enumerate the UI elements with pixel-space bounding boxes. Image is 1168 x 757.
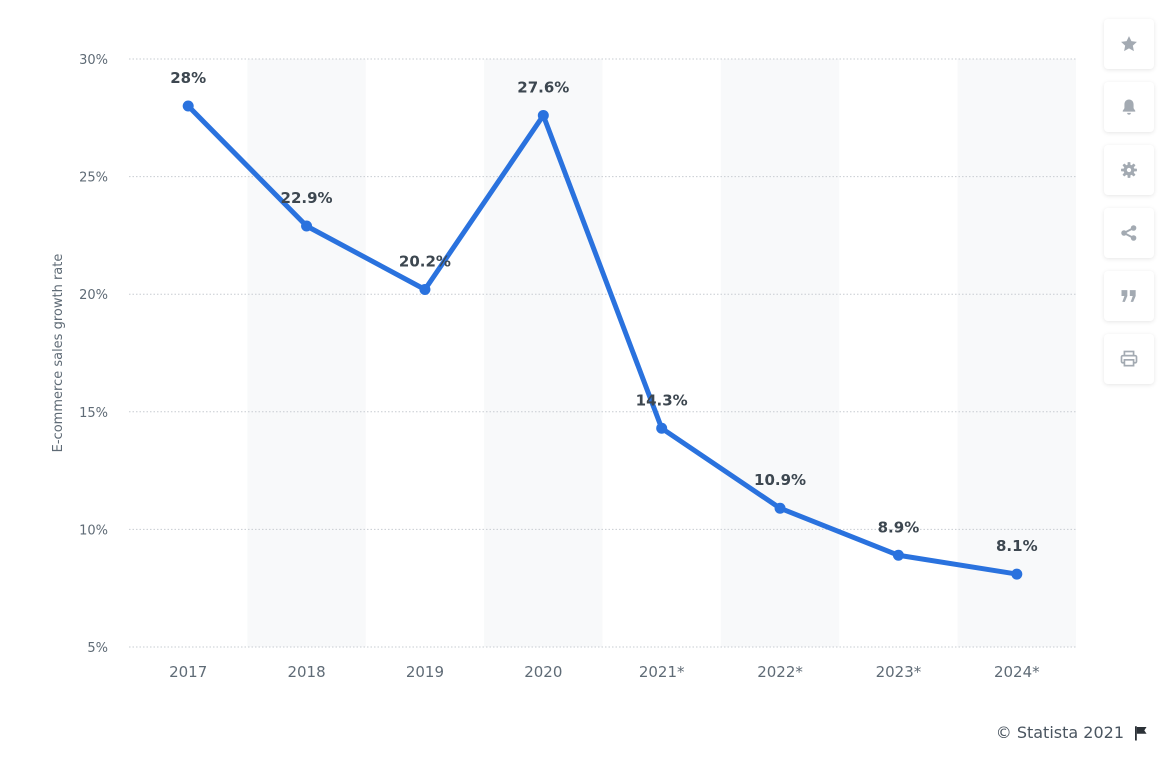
data-point[interactable] <box>1011 568 1023 580</box>
data-label: 8.1% <box>996 537 1038 555</box>
data-point[interactable] <box>892 549 904 561</box>
y-tick-label: 5% <box>87 641 108 656</box>
category-band <box>957 59 1076 647</box>
cite-button[interactable] <box>1104 271 1154 321</box>
data-label: 8.9% <box>878 518 920 536</box>
data-label: 14.3% <box>636 391 688 409</box>
category-band <box>484 59 603 647</box>
gridlines <box>129 58 1076 648</box>
footer: © Statista 2021 <box>996 723 1150 742</box>
bell-icon <box>1122 99 1136 115</box>
star-icon <box>1121 36 1137 52</box>
copyright-link[interactable]: © Statista 2021 <box>995 723 1124 742</box>
share-button[interactable] <box>1104 208 1154 258</box>
x-tick-label: 2021* <box>639 663 685 681</box>
gear-icon <box>1121 162 1137 178</box>
y-tick-label: 15% <box>79 406 108 421</box>
data-label: 20.2% <box>399 252 451 270</box>
side-toolbar <box>1104 19 1156 397</box>
data-point[interactable] <box>301 220 313 232</box>
x-tick-label: 2023* <box>876 663 922 681</box>
y-tick-label: 20% <box>79 288 108 303</box>
settings-button[interactable] <box>1104 145 1154 195</box>
data-point[interactable] <box>537 109 549 121</box>
data-label: 28% <box>170 69 206 87</box>
data-point[interactable] <box>774 502 786 514</box>
flag-icon[interactable] <box>1132 724 1150 742</box>
data-points <box>182 100 1023 580</box>
category-band <box>720 59 840 647</box>
share-icon <box>1121 225 1137 241</box>
print-icon <box>1120 350 1138 367</box>
y-tick-label: 30% <box>79 53 108 68</box>
notification-button[interactable] <box>1104 82 1154 132</box>
print-button[interactable] <box>1104 334 1154 384</box>
series-line <box>185 103 1020 577</box>
x-tick-label: 2022* <box>757 663 803 681</box>
data-point[interactable] <box>419 283 431 295</box>
data-labels: 28% 22.9% 20.2% 27.6% 14.3% 10.9% 8.9% 8.1% <box>170 69 1037 555</box>
alternating-bands <box>247 59 1076 647</box>
y-axis-ticks: 5% 10% 15% 20% 25% 30% <box>79 53 108 656</box>
favorite-button[interactable] <box>1104 19 1154 69</box>
quote-icon <box>1121 290 1136 302</box>
y-tick-label: 25% <box>79 171 108 186</box>
x-tick-label: 2018 <box>287 663 325 681</box>
x-tick-label: 2017 <box>169 663 207 681</box>
y-tick-label: 10% <box>79 523 108 538</box>
data-point[interactable] <box>656 422 668 434</box>
x-axis-ticks: 2017 2018 2019 2020 2021* 2022* 2023* 2024* <box>169 663 1040 681</box>
data-label: 27.6% <box>517 78 569 96</box>
x-tick-label: 2020 <box>524 663 562 681</box>
data-label: 10.9% <box>754 471 806 489</box>
data-label: 22.9% <box>281 189 333 207</box>
x-tick-label: 2019 <box>406 663 444 681</box>
y-axis-label: E-commerce sales growth rate <box>51 254 66 453</box>
x-tick-label: 2024* <box>994 663 1040 681</box>
category-band <box>247 59 366 647</box>
data-point[interactable] <box>182 100 194 112</box>
